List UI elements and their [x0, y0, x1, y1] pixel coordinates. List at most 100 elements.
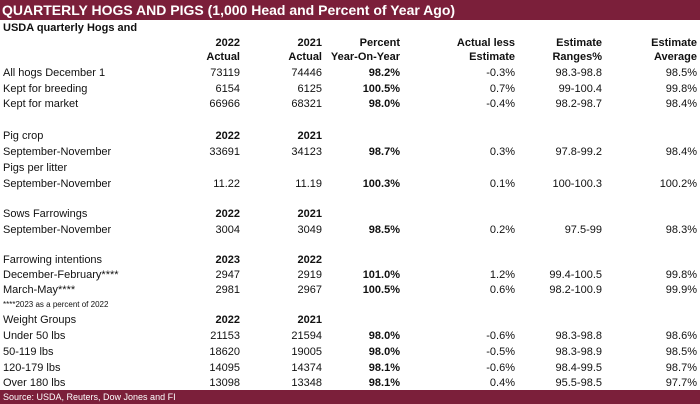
row-value: 100.5%	[362, 83, 400, 95]
row-value: 95.5-98.5	[555, 377, 602, 389]
row-label: 50-119 lbs	[3, 346, 54, 358]
row-value: 2022	[215, 314, 240, 326]
row-value: 2021	[297, 208, 322, 220]
row-value: 101.0%	[362, 269, 400, 281]
table-row: 120-179 lbs 14095 14374 98.1% -0.6% 98.4-99.5…	[0, 361, 700, 375]
row-label: September-November	[3, 224, 112, 236]
row-value: 98.5%	[368, 224, 400, 236]
table-row: Weight Groups 2022 2021	[0, 313, 700, 327]
row-value: 98.3-98.8	[555, 330, 602, 342]
row-value: 2967	[297, 284, 322, 296]
table-row: Sows Farrowings 2022 2021	[0, 207, 700, 221]
header-percent-yoy: Percent Year-On-Year	[330, 37, 400, 63]
row-value: -0.3%	[486, 67, 515, 79]
row-value: 98.1%	[368, 362, 400, 374]
row-value: 3049	[297, 224, 322, 236]
row-value: 6125	[297, 83, 322, 95]
row-label: March-May****	[3, 284, 76, 296]
row-value: 13348	[291, 377, 322, 389]
row-value: 6154	[215, 83, 240, 95]
row-value: 98.3%	[665, 224, 697, 236]
source-footer: Source: USDA, Reuters, Dow Jones and FI	[0, 390, 700, 404]
row-value: 99.8%	[665, 269, 697, 281]
row-value: 2022	[215, 130, 240, 142]
row-value: 99.8%	[665, 83, 697, 95]
row-value: 100-100.3	[552, 178, 602, 190]
row-value: 21594	[291, 330, 322, 342]
row-value: 100.2%	[659, 178, 697, 190]
row-value: 99.4-100.5	[549, 269, 602, 281]
header-estimate-average: Estimate Average	[651, 37, 697, 63]
row-value: 66966	[209, 98, 240, 110]
row-value: 0.7%	[489, 83, 515, 95]
row-value: 73119	[210, 67, 240, 79]
row-value: -0.5%	[486, 346, 515, 358]
row-value: 98.5%	[665, 67, 697, 79]
row-label: 120-179 lbs	[3, 362, 61, 374]
row-value: 98.2-98.7	[555, 98, 602, 110]
row-value: 68321	[291, 98, 322, 110]
row-value: 11.19	[295, 178, 322, 190]
header-estimate-ranges: Estimate Ranges%	[552, 37, 602, 63]
row-value: 74446	[291, 67, 322, 79]
row-value: 18620	[209, 346, 240, 358]
row-value: -0.6%	[486, 362, 515, 374]
table-row: September-November 11.22 11.19 100.3% 0.1% 10…	[0, 177, 700, 191]
row-value: 98.0%	[368, 98, 400, 110]
row-value: 33691	[209, 146, 240, 158]
row-value: 99-100.4	[558, 83, 602, 95]
row-value: 2022	[215, 208, 240, 220]
row-value: 13098	[209, 377, 240, 389]
row-value: 2981	[215, 284, 240, 296]
row-value: 34123	[291, 146, 322, 158]
row-value: 14095	[209, 362, 240, 374]
row-value: 98.0%	[368, 346, 400, 358]
row-value: 1.2%	[489, 269, 515, 281]
header-actual-less-estimate: Actual less Estimate	[456, 37, 515, 63]
row-value: -0.4%	[486, 98, 515, 110]
row-value: 98.3-98.9	[555, 346, 602, 358]
row-value: 2022	[297, 254, 322, 266]
header-2022-actual: 2022 Actual	[206, 37, 240, 63]
table-row: Under 50 lbs 21153 21594 98.0% -0.6% 98.3-98.…	[0, 329, 700, 343]
table-row: Kept for market 66966 68321 98.0% -0.4% 98.2-…	[0, 97, 700, 111]
row-value: 99.9%	[665, 284, 697, 296]
row-value: 0.4%	[489, 377, 515, 389]
table-row: All hogs December 1 73119 74446 98.2% -0.3% 9…	[0, 66, 700, 80]
row-value: 98.2%	[368, 67, 400, 79]
row-value: 3004	[215, 224, 240, 236]
row-value: 21153	[210, 330, 240, 342]
table-subtitle: USDA quarterly Hogs and	[3, 22, 138, 34]
row-value: -0.6%	[486, 330, 515, 342]
row-label: All hogs December 1	[3, 67, 106, 79]
row-value: 98.4%	[665, 98, 697, 110]
row-value: 2023	[215, 254, 240, 266]
row-value: 2947	[215, 269, 240, 281]
table-row: Kept for breeding 6154 6125 100.5% 0.7% 99-10…	[0, 82, 700, 96]
row-label: ****2023 as a percent of 2022	[3, 300, 109, 309]
table-row: 50-119 lbs 18620 19005 98.0% -0.5% 98.3-98.9 9…	[0, 345, 700, 359]
row-value: 97.5-99	[564, 224, 602, 236]
row-value: 100.3%	[362, 178, 400, 190]
row-label: Farrowing intentions	[3, 254, 103, 266]
row-value: 100.5%	[362, 284, 400, 296]
row-value: 0.3%	[489, 146, 515, 158]
table-row: Pig crop 2022 2021	[0, 129, 700, 143]
table-row: March-May**** 2981 2967 100.5% 0.6% 98.2-100.…	[0, 283, 700, 297]
row-label: December-February****	[3, 269, 119, 281]
row-value: 98.7%	[368, 146, 400, 158]
row-label: Kept for market	[3, 98, 79, 110]
row-label: Under 50 lbs	[3, 330, 66, 342]
row-value: 98.4-99.5	[555, 362, 602, 374]
row-label: September-November	[3, 178, 112, 190]
row-value: 98.2-100.9	[549, 284, 602, 296]
table-row: September-November 3004 3049 98.5% 0.2% 97.5-…	[0, 223, 700, 237]
table-row: Farrowing intentions 2023 2022	[0, 253, 700, 267]
column-header-row: 2022 Actual 2021 Actual Percent Year-On-Yea…	[0, 36, 700, 64]
table-row: December-February**** 2947 2919 101.0% 1.2% 9…	[0, 268, 700, 282]
table-title: QUARTERLY HOGS AND PIGS (1,000 Head and …	[0, 0, 700, 20]
table-row: Pigs per litter	[0, 161, 700, 175]
row-value: 0.1%	[489, 178, 515, 190]
row-value: 98.6%	[665, 330, 697, 342]
row-value: 97.7%	[665, 377, 697, 389]
